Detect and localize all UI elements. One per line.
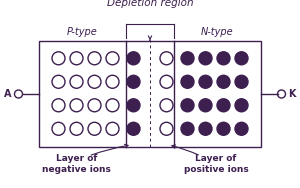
Text: P-type: P-type (67, 27, 98, 37)
Ellipse shape (217, 52, 230, 65)
Ellipse shape (235, 99, 248, 112)
Ellipse shape (181, 75, 194, 88)
Text: Layer of
positive ions: Layer of positive ions (184, 154, 248, 174)
Text: K: K (289, 89, 296, 99)
Ellipse shape (127, 75, 140, 88)
Text: N-type: N-type (201, 27, 234, 37)
Text: Layer of
negative ions: Layer of negative ions (42, 154, 111, 174)
Ellipse shape (127, 122, 140, 135)
Ellipse shape (181, 99, 194, 112)
Ellipse shape (127, 99, 140, 112)
Ellipse shape (181, 122, 194, 135)
Ellipse shape (217, 122, 230, 135)
Ellipse shape (127, 52, 140, 65)
Ellipse shape (199, 75, 212, 88)
Ellipse shape (278, 90, 286, 98)
Ellipse shape (199, 52, 212, 65)
Ellipse shape (235, 75, 248, 88)
Text: A: A (4, 89, 11, 99)
Ellipse shape (199, 122, 212, 135)
Ellipse shape (235, 122, 248, 135)
Ellipse shape (14, 90, 22, 98)
Ellipse shape (217, 75, 230, 88)
Text: Depletion region: Depletion region (107, 0, 193, 8)
Ellipse shape (181, 52, 194, 65)
Ellipse shape (199, 99, 212, 112)
Bar (39, 41, 261, 147)
Ellipse shape (217, 99, 230, 112)
Ellipse shape (235, 52, 248, 65)
